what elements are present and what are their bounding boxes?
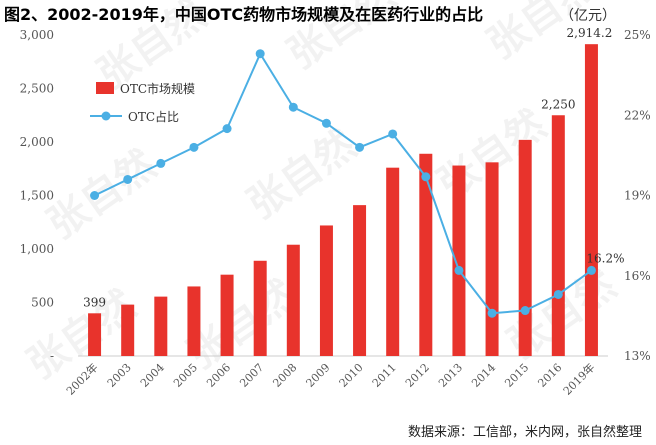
line-point [255,49,265,59]
legend: OTC市场规模 OTC占比 [90,81,195,124]
bar [452,165,466,356]
y-left-tick-label: 1,500 [20,189,54,203]
line-point [189,142,199,152]
x-tick-label: 2007 [237,361,266,390]
x-tick-label: 2013 [436,361,465,390]
bar [220,274,234,356]
x-tick-label: 2009 [304,361,333,390]
line-point [553,289,563,299]
bar [518,139,532,356]
x-tick-label: 2016 [535,361,564,390]
bar [286,244,300,356]
line-series [90,49,596,318]
line-point [454,265,464,275]
data-labels: 399 2,250 2,914.2 16.2% [83,26,624,309]
bar [121,304,135,356]
line-point [487,308,497,318]
y-right-tick-label: 13% [624,349,651,363]
watermark-text: 张自然 [39,142,164,249]
bar [154,296,168,356]
bar [319,225,333,356]
data-label: 2,914.2 [567,26,613,40]
data-label: 16.2% [586,251,624,265]
series-line [94,51,593,315]
line-point [288,102,298,112]
y-left-tick-label: 2,000 [20,135,54,149]
line-point [355,142,365,152]
data-label: 2,250 [541,97,575,111]
y-left-tick-label: 500 [31,296,54,310]
line-point [222,124,232,134]
x-tick-label: 2008 [270,361,299,390]
bar [551,115,565,356]
line-point [520,306,530,316]
bar [187,286,201,356]
line-point [156,158,166,168]
legend-swatch-marker [101,111,111,121]
bar [253,260,267,356]
x-tick-label: 2003 [105,361,134,390]
y-right-tick-label: 22% [624,108,651,122]
line-point [586,265,596,275]
y-left-tick-label: 3,000 [20,28,54,42]
bar [88,313,102,356]
legend-label-bar: OTC市场规模 [120,81,195,96]
y-left-tick-label: - [50,349,54,363]
data-label: 399 [83,295,106,309]
x-tick-label: 2010 [337,361,366,390]
bar [584,44,598,356]
y-right-tick-label: 25% [624,28,651,42]
bar [386,167,400,356]
source-note: 数据来源：工信部，米内网，张自然整理 [408,424,642,440]
y-left-tick-label: 1,000 [20,242,54,256]
chart-title: 图2、2002-2019年，中国OTC药物市场规模及在医药行业的占比 [4,5,483,24]
bar [353,205,367,356]
legend-swatch-bar [96,82,114,94]
y-left-tick-label: 2,500 [20,82,54,96]
line-point [123,174,133,184]
y-right-tick-label: 19% [624,189,651,203]
bar [485,162,499,356]
x-tick-label: 2014 [469,361,498,390]
x-tick-label: 2011 [370,361,399,390]
bar [419,153,433,356]
line-point [321,118,331,128]
legend-label-line: OTC占比 [128,109,179,124]
x-tick-label: 2019年 [560,360,597,397]
x-tick-label: 2004 [138,361,167,390]
y-right-tick-label: 16% [624,269,651,283]
x-tick-label: 2012 [403,361,432,390]
line-point [90,191,100,200]
line-point [421,172,431,182]
line-point [388,129,398,139]
chart-title-unit: （亿元） [560,8,616,24]
